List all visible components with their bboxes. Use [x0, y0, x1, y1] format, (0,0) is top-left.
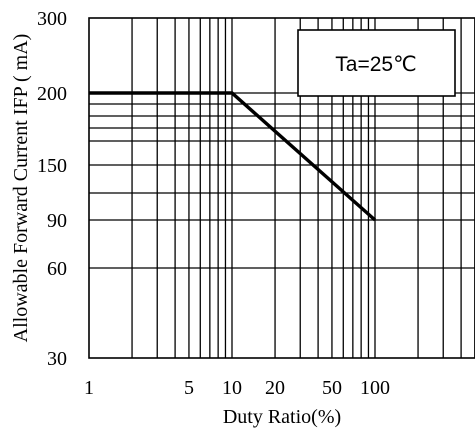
horizontal-gridlines: [89, 92, 475, 269]
y-tick-label: 60: [47, 258, 67, 280]
annotation-box: Ta=25℃: [297, 29, 456, 97]
annotation-frame: [297, 29, 456, 97]
x-tick-label: 1: [84, 377, 94, 399]
y-tick-labels: 300 200 150 90 60 30: [37, 8, 67, 370]
x-tick-label: 50: [322, 377, 342, 399]
annotation-text: Ta=25℃: [335, 53, 416, 76]
x-tick-label: 20: [265, 377, 285, 399]
x-tick-labels: 1 5 10 20 50 100: [84, 377, 390, 399]
y-tick-label: 150: [37, 155, 67, 177]
x-tick-label: 5: [184, 377, 194, 399]
y-tick-label: 300: [37, 8, 67, 30]
plot-frame: [88, 17, 475, 359]
series-line: [89, 91, 377, 222]
x-axis-label: Duty Ratio(%): [223, 406, 341, 428]
x-tick-label: 100: [360, 377, 390, 399]
y-axis-label: Allowable Forward Current IFP ( mA): [10, 34, 32, 343]
y-tick-label: 200: [37, 83, 67, 105]
x-tick-label: 10: [222, 377, 242, 399]
y-tick-label: 30: [47, 348, 67, 370]
y-tick-label: 90: [47, 210, 67, 232]
